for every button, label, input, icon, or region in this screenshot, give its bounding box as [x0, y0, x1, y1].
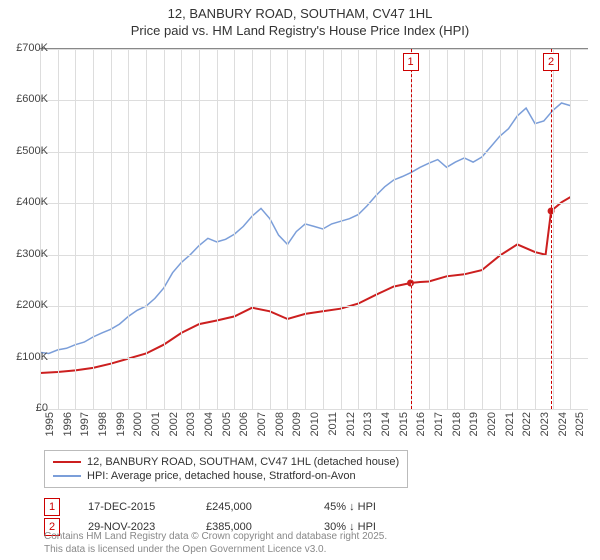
- sale-row-1: 1 17-DEC-2015 £245,000 45% ↓ HPI: [44, 498, 414, 516]
- x-tick-label: 2018: [451, 412, 463, 436]
- sale-marker-line: [411, 49, 412, 409]
- legend-item-price-paid: 12, BANBURY ROAD, SOUTHAM, CV47 1HL (det…: [53, 455, 399, 469]
- x-tick-label: 1996: [62, 412, 74, 436]
- x-tick-label: 2003: [185, 412, 197, 436]
- y-tick-label: £400K: [16, 196, 48, 208]
- x-tick-label: 1999: [115, 412, 127, 436]
- y-tick-label: £100K: [16, 351, 48, 363]
- line-canvas: [40, 49, 588, 409]
- x-tick-label: 2002: [168, 412, 180, 436]
- x-tick-label: 2023: [539, 412, 551, 436]
- chart-title: 12, BANBURY ROAD, SOUTHAM, CV47 1HL Pric…: [0, 0, 600, 40]
- x-tick-label: 2000: [132, 412, 144, 436]
- x-tick-label: 2020: [486, 412, 498, 436]
- sale-marker-line: [551, 49, 552, 409]
- y-tick-label: £500K: [16, 145, 48, 157]
- x-tick-label: 2022: [521, 412, 533, 436]
- x-tick-label: 2005: [221, 412, 233, 436]
- legend-label: 12, BANBURY ROAD, SOUTHAM, CV47 1HL (det…: [87, 456, 399, 468]
- chart-container: 12, BANBURY ROAD, SOUTHAM, CV47 1HL Pric…: [0, 0, 600, 560]
- chart-area: 12: [40, 48, 588, 428]
- sale-marker-box: 1: [403, 53, 419, 71]
- x-tick-label: 2006: [238, 412, 250, 436]
- x-tick-label: 2014: [380, 412, 392, 436]
- x-tick-label: 2009: [291, 412, 303, 436]
- plot-region: 12: [40, 48, 588, 410]
- y-tick-label: £300K: [16, 248, 48, 260]
- title-line1: 12, BANBURY ROAD, SOUTHAM, CV47 1HL: [0, 6, 600, 23]
- sale-date: 17-DEC-2015: [88, 501, 178, 513]
- attribution: Contains HM Land Registry data © Crown c…: [44, 531, 387, 556]
- title-line2: Price paid vs. HM Land Registry's House …: [0, 23, 600, 40]
- x-tick-label: 2013: [362, 412, 374, 436]
- y-tick-label: £600K: [16, 93, 48, 105]
- x-tick-label: 2015: [398, 412, 410, 436]
- x-tick-label: 2004: [203, 412, 215, 436]
- x-tick-label: 1998: [97, 412, 109, 436]
- x-tick-label: 2025: [574, 412, 586, 436]
- attribution-line1: Contains HM Land Registry data © Crown c…: [44, 531, 387, 544]
- legend-swatch: [53, 461, 81, 463]
- x-tick-label: 2001: [150, 412, 162, 436]
- sale-marker-box: 2: [543, 53, 559, 71]
- x-tick-label: 2016: [415, 412, 427, 436]
- sale-delta: 45% ↓ HPI: [324, 501, 414, 513]
- legend-item-hpi: HPI: Average price, detached house, Stra…: [53, 469, 399, 483]
- legend: 12, BANBURY ROAD, SOUTHAM, CV47 1HL (det…: [44, 450, 408, 488]
- legend-swatch: [53, 475, 81, 477]
- x-tick-label: 2010: [309, 412, 321, 436]
- x-tick-label: 2017: [433, 412, 445, 436]
- x-tick-label: 2008: [274, 412, 286, 436]
- x-tick-label: 1997: [79, 412, 91, 436]
- attribution-line2: This data is licensed under the Open Gov…: [44, 544, 387, 557]
- x-tick-label: 2011: [327, 412, 339, 436]
- y-tick-label: £700K: [16, 42, 48, 54]
- x-tick-label: 2007: [256, 412, 268, 436]
- x-tick-label: 2024: [557, 412, 569, 436]
- sale-price: £245,000: [206, 501, 296, 513]
- x-tick-label: 2012: [345, 412, 357, 436]
- x-tick-label: 1995: [44, 412, 56, 436]
- x-tick-label: 2021: [504, 412, 516, 436]
- sale-marker-icon: 1: [44, 498, 60, 516]
- legend-label: HPI: Average price, detached house, Stra…: [87, 470, 356, 482]
- x-tick-label: 2019: [468, 412, 480, 436]
- y-tick-label: £200K: [16, 299, 48, 311]
